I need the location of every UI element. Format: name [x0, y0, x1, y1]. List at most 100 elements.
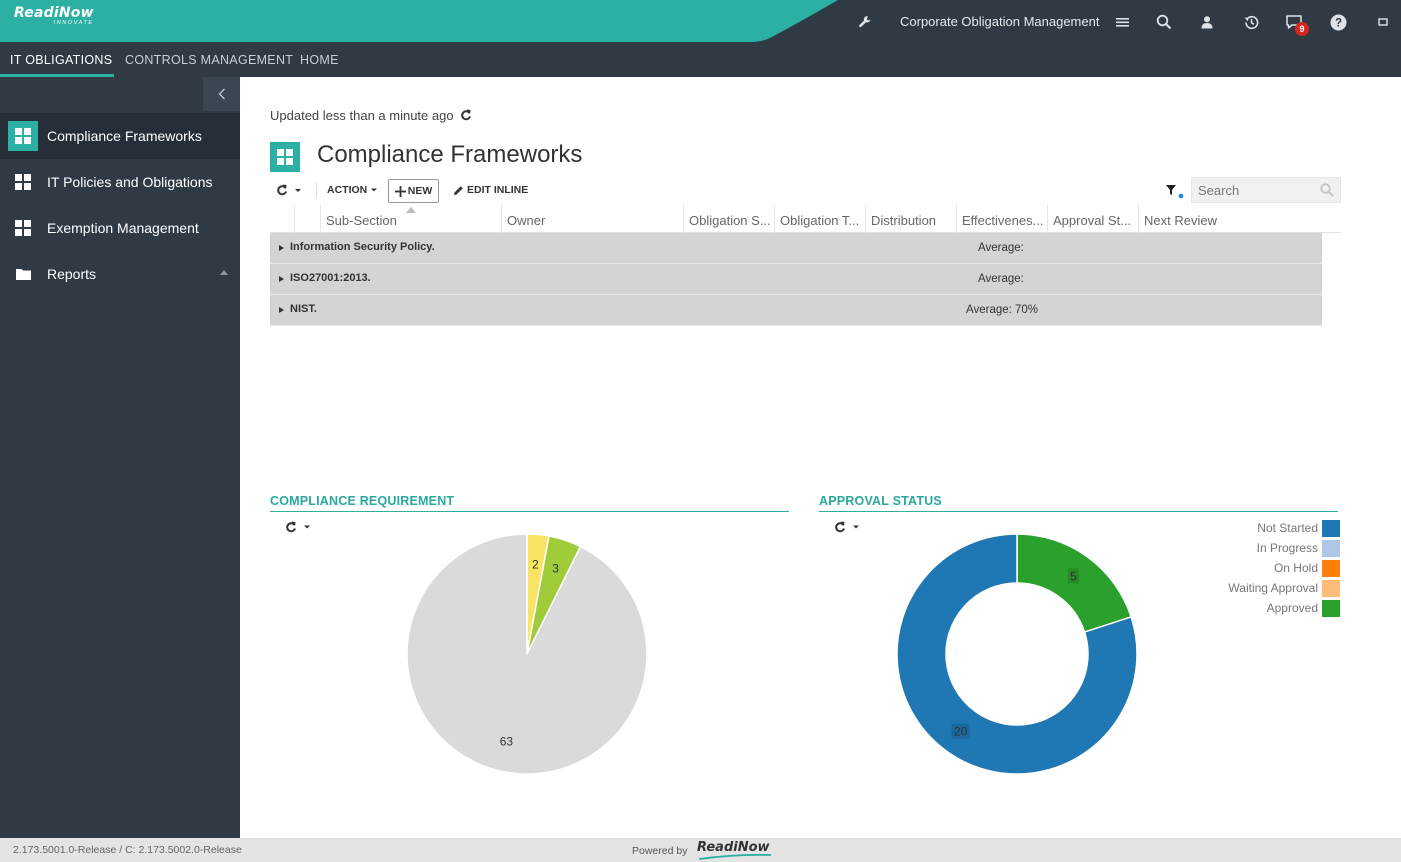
edit-inline-button[interactable]: EDIT INLINE [453, 184, 528, 196]
compliance-requirement-heading: COMPLIANCE REQUIREMENT [270, 494, 455, 508]
top-bar: ReadiNow INNOVATE Corporate Obligation M… [0, 0, 1401, 43]
sidebar: Compliance Frameworks IT Policies and Ob… [0, 77, 240, 838]
sidebar-collapse-button[interactable] [203, 77, 240, 111]
sidebar-item-it-policies[interactable]: IT Policies and Obligations [0, 159, 240, 205]
action-menu-button[interactable]: ACTION [327, 184, 378, 196]
legend-item[interactable]: Waiting Approval [1180, 578, 1340, 598]
footer-logo[interactable]: ReadiNow [697, 840, 770, 855]
column-header-next-review[interactable]: Next Review [1138, 205, 1341, 233]
caret-up-icon[interactable] [220, 270, 228, 275]
column-header-effectiveness[interactable]: Effectivenes... [956, 205, 1047, 233]
fullscreen-icon[interactable] [1373, 12, 1393, 32]
sort-ascending-icon [406, 207, 416, 213]
tab-controls-management[interactable]: CONTROLS MANAGEMENT [125, 53, 294, 67]
approval-status-heading: APPROVAL STATUS [819, 494, 942, 508]
column-header-approval-status[interactable]: Approval St... [1047, 205, 1138, 233]
pencil-icon [454, 185, 463, 195]
legend-label: Approved [1266, 601, 1318, 615]
legend-swatch [1322, 519, 1340, 537]
search-icon[interactable] [1320, 183, 1334, 197]
sidebar-item-reports[interactable]: Reports [0, 251, 240, 297]
logo-brand: ReadiNow [14, 5, 94, 21]
search-icon[interactable] [1154, 12, 1174, 32]
refresh-icon [835, 521, 845, 533]
legend-swatch [1322, 599, 1340, 617]
sidebar-item-compliance-frameworks[interactable]: Compliance Frameworks [0, 113, 240, 159]
nav-tabs: IT OBLIGATIONS CONTROLS MANAGEMENT HOME [0, 43, 1401, 77]
group-average: Average: [978, 242, 1024, 254]
caret-down-icon [853, 525, 859, 529]
approval-legend: Not Started In Progress On Hold Waiting … [1180, 518, 1340, 618]
column-header-sub-section[interactable]: Sub-Section [320, 205, 501, 233]
user-icon[interactable] [1197, 12, 1217, 32]
column-header-distribution[interactable]: Distribution [865, 205, 956, 233]
column-header-owner[interactable]: Owner [501, 205, 683, 233]
readinow-logo[interactable]: ReadiNow INNOVATE [14, 5, 94, 26]
tab-it-obligations[interactable]: IT OBLIGATIONS [10, 53, 113, 67]
group-label: NIST. [290, 303, 317, 315]
data-label: 5 [1070, 569, 1077, 583]
legend-item[interactable]: On Hold [1180, 558, 1340, 578]
approval-chart-refresh-button[interactable] [834, 521, 860, 533]
notification-badge: 9 [1295, 22, 1309, 36]
footer-logo-swoosh [698, 854, 772, 860]
legend-swatch [1322, 559, 1340, 577]
edit-inline-label: EDIT INLINE [467, 184, 529, 196]
filter-icon[interactable] [1166, 185, 1184, 202]
legend-item[interactable]: Not Started [1180, 518, 1340, 538]
data-label: 2 [532, 557, 539, 571]
refresh-icon[interactable] [460, 109, 472, 121]
action-label: ACTION [327, 184, 368, 196]
sidebar-item-label: Compliance Frameworks [47, 128, 202, 144]
group-label: ISO27001:2013. [290, 272, 371, 284]
chart-divider [270, 511, 789, 512]
data-label-background [951, 723, 970, 739]
app-title[interactable]: Corporate Obligation Management [900, 14, 1100, 29]
legend-item[interactable]: Approved [1180, 598, 1340, 618]
active-tab-indicator [0, 74, 114, 77]
folder-icon [8, 259, 38, 289]
table-row[interactable]: ISO27001:2013. Average: [270, 264, 1322, 295]
column-header-obligation-status[interactable]: Obligation S... [683, 205, 774, 233]
new-button[interactable]: NEW [388, 179, 439, 203]
compliance-pie-chart: 2 3 63 [406, 533, 648, 775]
page-title: Compliance Frameworks [317, 141, 583, 168]
compliance-chart-refresh-button[interactable] [285, 521, 311, 533]
wrench-icon[interactable] [855, 12, 875, 32]
pie-slice[interactable] [896, 533, 1138, 775]
plus-icon [394, 185, 406, 197]
chevron-left-icon [218, 88, 225, 100]
group-label: Information Security Policy. [290, 241, 435, 253]
table-row[interactable]: Information Security Policy. Average: [270, 233, 1322, 264]
notifications-icon[interactable] [1284, 12, 1304, 32]
search-input[interactable] [1192, 178, 1312, 203]
approval-donut-chart: 5 20 [896, 533, 1138, 775]
pie-slice[interactable] [406, 533, 648, 775]
updated-status: Updated less than a minute ago [270, 108, 472, 123]
powered-by-text: Powered by [632, 845, 688, 857]
group-average: Average: [978, 273, 1024, 285]
grid-icon [8, 121, 38, 151]
sidebar-item-label: Reports [47, 266, 97, 282]
expand-arrow-icon[interactable] [279, 307, 284, 313]
expand-column-header [270, 205, 294, 233]
expand-arrow-icon[interactable] [279, 245, 284, 251]
svg-text:?: ? [1334, 17, 1341, 29]
caret-down-icon [304, 525, 310, 529]
menu-icon[interactable] [1113, 12, 1133, 32]
help-icon[interactable]: ? [1328, 12, 1348, 32]
legend-label: In Progress [1256, 541, 1318, 555]
table-row[interactable]: NIST. Average: 70% [270, 295, 1322, 326]
expand-arrow-icon[interactable] [279, 276, 284, 282]
chart-divider [819, 511, 1338, 512]
tab-home[interactable]: HOME [300, 53, 339, 67]
logo-banner [0, 0, 838, 42]
column-header-obligation-type[interactable]: Obligation T... [774, 205, 865, 233]
legend-swatch [1322, 579, 1340, 597]
data-label-background [1067, 568, 1079, 584]
sidebar-item-exemption-management[interactable]: Exemption Management [0, 205, 240, 251]
legend-swatch [1322, 539, 1340, 557]
grid-refresh-button[interactable] [276, 184, 303, 196]
history-icon[interactable] [1241, 12, 1261, 32]
legend-item[interactable]: In Progress [1180, 538, 1340, 558]
